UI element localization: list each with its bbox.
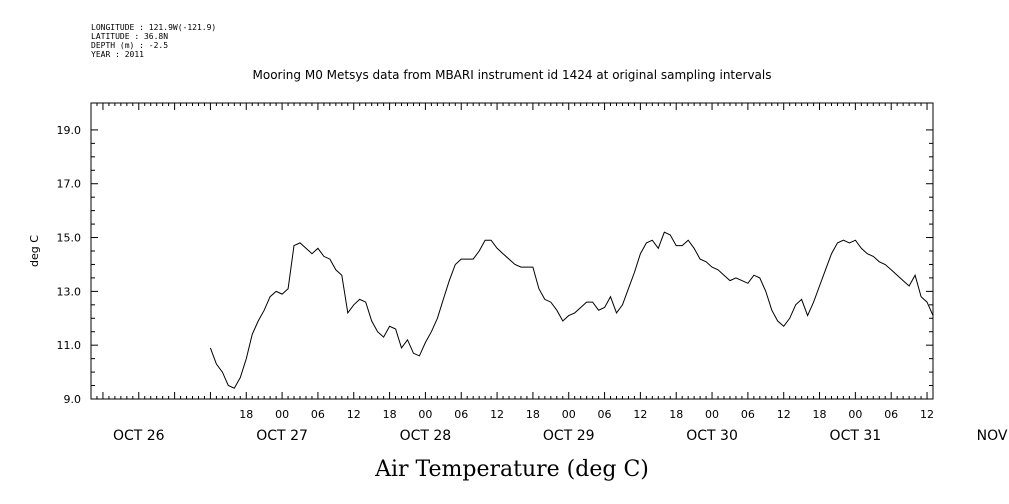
series-group [209, 231, 934, 389]
x-tick-label: 00 [418, 408, 432, 421]
y-tick-label: 9.0 [64, 393, 82, 406]
y-tick-label: 19.0 [57, 124, 82, 137]
x-tick-label: 00 [275, 408, 289, 421]
meta-longitude: LONGITUDE : 121.9W(-121.9) [91, 23, 216, 32]
x-tick-label: 06 [311, 408, 325, 421]
x-tick-label: 06 [884, 408, 898, 421]
x-tick-label: 06 [598, 408, 612, 421]
x-tick-label: 18 [239, 408, 253, 421]
x-date-label: NOV 1 [977, 428, 1009, 444]
plot-frame [90, 102, 934, 400]
meta-latitude: LATITUDE : 36.8N [91, 32, 168, 41]
x-tick-label: 12 [777, 408, 791, 421]
x-tick-label: 12 [490, 408, 504, 421]
x-date-label: OCT 26 [113, 428, 165, 444]
x-tick-label: 06 [741, 408, 755, 421]
x-tick-label: 12 [347, 408, 361, 421]
x-tick-label: 12 [920, 408, 934, 421]
x-tick-label: 06 [454, 408, 468, 421]
x-date-label: OCT 27 [256, 428, 308, 444]
x-tick-label: 18 [669, 408, 683, 421]
x-date-label: OCT 28 [400, 428, 452, 444]
y-tick-label: 17.0 [57, 178, 82, 191]
x-tick-label: 18 [813, 408, 827, 421]
x-tick-label: 18 [383, 408, 397, 421]
x-date-label: OCT 29 [543, 428, 595, 444]
y-tick-label: 15.0 [57, 232, 82, 245]
meta-year: YEAR : 2011 [91, 50, 144, 59]
x-tick-label: 00 [562, 408, 576, 421]
meta-depth: DEPTH (m) : -2.5 [91, 41, 168, 50]
y-axis-label: deg C [28, 235, 41, 267]
chart-title: Air Temperature (deg C) [374, 457, 649, 482]
series-line [209, 231, 934, 389]
x-tick-label: 18 [526, 408, 540, 421]
x-axis: 18 00 06 12 18 00 06 12 18 00 06 12 18 00 06 12 18 00 06 12… [90, 103, 1009, 444]
x-tick-label: 00 [848, 408, 862, 421]
y-axis: 9.0 11.0 13.0 15.0 17.0 19.0 [57, 124, 933, 406]
y-tick-label: 13.0 [57, 285, 82, 298]
metadata-block: LONGITUDE : 121.9W(-121.9) LATITUDE : 36… [91, 23, 216, 59]
y-tick-label: 11.0 [57, 339, 82, 352]
plot-title: Mooring M0 Metsys data from MBARI instru… [253, 68, 772, 82]
x-date-label: OCT 31 [830, 428, 882, 444]
x-tick-label: 00 [705, 408, 719, 421]
x-tick-label: 12 [633, 408, 647, 421]
x-date-label: OCT 30 [686, 428, 738, 444]
